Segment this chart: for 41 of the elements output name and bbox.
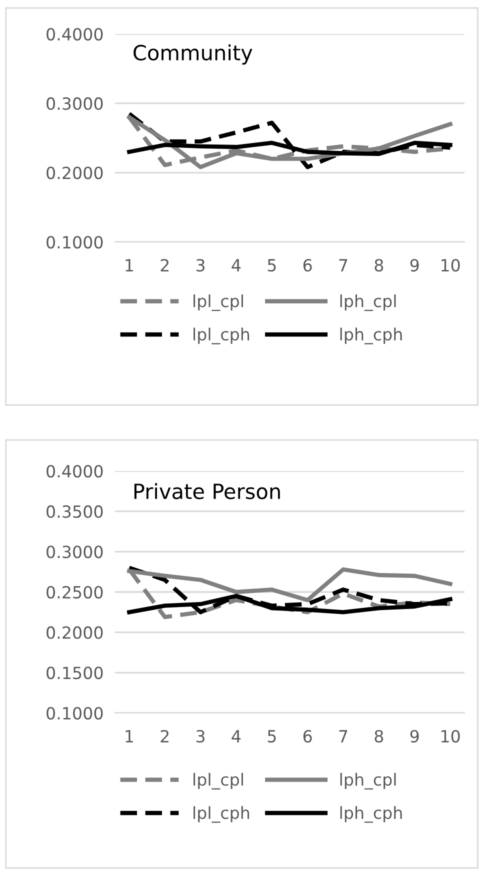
x-tick-label: 5: [268, 259, 276, 272]
x-tick-label: 1: [126, 730, 133, 742]
y-tick-label: 0.1000: [46, 236, 103, 249]
x-tick-label: 7: [339, 259, 348, 272]
x-tick-label: 6: [303, 258, 312, 272]
legend-label: lpl_cph: [194, 806, 250, 823]
legend-label: lpl_cpl: [194, 772, 243, 790]
y-tick-label: 0.3000: [46, 546, 103, 558]
y-tick-label: 0.3000: [46, 97, 103, 110]
x-tick-label: 2: [160, 258, 168, 272]
x-tick-label: 2: [160, 730, 168, 742]
y-tick-label: 0.1000: [46, 706, 103, 720]
legend-label: lph_cpl: [340, 772, 396, 790]
x-tick-label: 3: [196, 730, 205, 743]
x-tick-label: 8: [374, 258, 384, 272]
legend-label: lph_cph: [340, 806, 402, 823]
y-tick-label: 0.4000: [46, 464, 103, 478]
y-tick-label: 0.3500: [46, 505, 103, 518]
x-tick-label: 7: [339, 730, 348, 742]
x-tick-label: 4: [232, 730, 241, 742]
chart-title: Community: [134, 44, 252, 65]
y-tick-label: 0.1500: [46, 666, 103, 680]
x-tick-label: 6: [303, 730, 312, 743]
x-tick-label: 10: [442, 258, 460, 272]
x-tick-label: 9: [410, 258, 419, 272]
y-tick-label: 0.4000: [46, 28, 103, 41]
y-tick-label: 0.2500: [46, 586, 103, 599]
legend-label: lph_cpl: [340, 294, 396, 312]
x-tick-label: 9: [410, 730, 419, 743]
chart-title: Private Person: [134, 483, 280, 500]
y-tick-label: 0.2000: [46, 166, 103, 180]
x-tick-label: 4: [232, 259, 241, 272]
legend-label: lpl_cpl: [194, 294, 243, 312]
x-tick-label: 1: [126, 259, 133, 272]
legend-label: lph_cph: [340, 328, 402, 344]
y-tick-label: 0.2000: [46, 626, 103, 639]
x-tick-label: 10: [442, 730, 460, 743]
x-tick-label: 5: [268, 730, 276, 743]
x-tick-label: 8: [374, 730, 384, 743]
legend-label: lpl_cph: [194, 328, 250, 344]
x-tick-label: 3: [196, 258, 205, 272]
